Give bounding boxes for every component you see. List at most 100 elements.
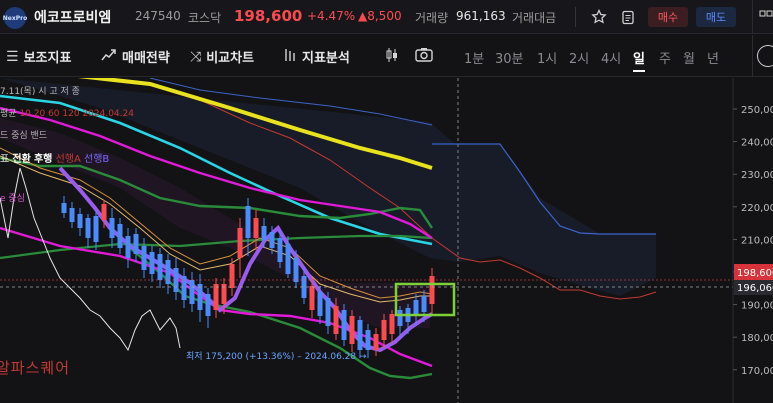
candle-body (101, 204, 107, 220)
candle-body (269, 232, 275, 248)
candle-body (237, 228, 243, 258)
bollinger-fill (0, 118, 430, 328)
senkou-b-upper-line (149, 78, 433, 126)
candle-body (253, 218, 259, 238)
candle-body (293, 258, 299, 282)
candle-body (221, 284, 227, 304)
indicator-button[interactable]: ☰ 보조지표 (6, 47, 72, 67)
ma-legend[interactable]: 평균 10 20 60 120 2024.04.24 (0, 106, 134, 119)
watermark-text: 알파스퀘어 (0, 359, 70, 377)
trade-strategy-label: 매매전략 (122, 51, 170, 66)
candle-body (333, 306, 339, 334)
envelope-legend[interactable]: e 중심 (0, 191, 25, 204)
svg-text:198,600: 198,600 (737, 268, 773, 279)
candle-body (181, 276, 187, 300)
indicator-label: 보조지표 (23, 51, 72, 66)
lagging-span-line (0, 167, 181, 352)
ichimoku-legend[interactable]: 표 전환 후행 선행A 선행B (0, 150, 109, 165)
active-timeframe-indicator (633, 70, 645, 72)
ichimoku-lagging-label: 후행 (33, 154, 53, 165)
change-rate: +4.47% (307, 9, 356, 23)
timeframe-day[interactable]: 일 (633, 52, 645, 67)
timeframe-week[interactable]: 주 (659, 52, 671, 67)
candle-body (421, 296, 427, 312)
timeframe-1min[interactable]: 1분 (464, 52, 485, 67)
trade-strategy-button[interactable]: 매매전략 (101, 47, 170, 66)
candle-body (317, 292, 323, 316)
candle-body (141, 246, 147, 270)
toolbar-divider (752, 35, 753, 77)
candle-body (109, 218, 115, 238)
candle-icon (384, 47, 400, 67)
ichimoku-lead-a-label: 선행A (55, 154, 81, 165)
price-axis-label: 220,000 (741, 203, 773, 214)
indicator-analysis-button[interactable]: 지표분석 (283, 47, 350, 66)
price-chart[interactable]: 250,000240,000230,000220,000210,000200,0… (0, 78, 773, 403)
grid-icon[interactable] (755, 6, 773, 28)
amount-label: 거래대금 (512, 11, 557, 25)
candle-type-button[interactable] (384, 47, 400, 67)
timeframe-2h[interactable]: 2시 (569, 52, 590, 67)
buy-button[interactable]: 매수 (648, 7, 688, 27)
price-axis-label: 180,000 (741, 333, 773, 344)
ohlc-legend: 7.11(목) 시 고 저 종 (0, 84, 80, 97)
stock-name[interactable]: 에코프로비엠 (34, 10, 112, 26)
timeframe-30min[interactable]: 30분 (495, 52, 524, 67)
envelope-legend-text: e 중심 (0, 194, 25, 204)
ichimoku-cloud (0, 78, 656, 296)
candle-body (325, 298, 331, 326)
ma-60-line (0, 94, 433, 246)
candle-body (213, 284, 219, 310)
candle-body (413, 300, 419, 316)
candle-body (365, 330, 371, 350)
shuffle-icon: ⤨ (190, 48, 202, 65)
candle-body (69, 208, 75, 222)
compare-chart-button[interactable]: ⤨ 비교차트 (190, 47, 254, 67)
candle-body (373, 334, 379, 350)
band-legend[interactable]: 드 중심 밴드 (0, 128, 47, 141)
stock-header: NexPro 에코프로비엠 247540 코스닥 198,600 +4.47% … (0, 0, 773, 34)
screenshot-button[interactable] (415, 47, 433, 66)
volume-label: 거래량 (415, 11, 449, 25)
clipboard-icon[interactable] (617, 6, 639, 28)
broker-logo: NexPro (3, 7, 27, 29)
price-axis-label: 230,000 (741, 170, 773, 181)
crosshair-price-tag: 196,060 (734, 280, 773, 295)
candle-body (157, 254, 163, 280)
stock-code: 247540 (135, 9, 181, 23)
menu-icon: ☰ (6, 48, 19, 65)
candle-body (117, 224, 123, 248)
chart-canvas[interactable]: 250,000240,000230,000220,000210,000200,0… (0, 78, 773, 403)
indicator-analysis-label: 지표분석 (302, 51, 350, 66)
header-divider (752, 0, 753, 34)
candle-body (301, 276, 307, 298)
ichimoku-legend-prefix: 표 (0, 154, 10, 165)
camera-icon (415, 47, 433, 66)
star-icon[interactable] (588, 6, 610, 28)
candle-body (285, 244, 291, 274)
candle-body (381, 320, 387, 340)
timeframe-year[interactable]: 년 (707, 52, 719, 67)
settings-icon[interactable] (757, 45, 773, 67)
timeframe-4h[interactable]: 4시 (601, 52, 622, 67)
candle-body (93, 216, 99, 242)
candle-body (125, 236, 131, 258)
current-price-tag: 198,600 (734, 264, 773, 280)
candle-body (429, 276, 435, 304)
price-axis-label: 210,000 (741, 235, 773, 246)
candle-body (261, 226, 267, 240)
price-axis-label: 250,000 (741, 105, 773, 116)
current-price: 198,600 (234, 7, 303, 25)
header-divider (575, 7, 576, 27)
senkou-span-a-line (199, 99, 657, 300)
ma-legend-prefix: 평균 (0, 109, 17, 119)
senkou-span-b-line (432, 143, 656, 235)
timeframe-month[interactable]: 월 (683, 52, 695, 67)
market-label: 코스닥 (188, 11, 222, 25)
timeframe-1h[interactable]: 1시 (537, 52, 558, 67)
candle-body (245, 206, 251, 238)
candle-body (189, 280, 195, 304)
candle-body (61, 203, 67, 213)
low-price-annotation: 최저 175,200 (+13.36%) – 2024.06.28 → (186, 351, 367, 362)
sell-button[interactable]: 매도 (696, 7, 736, 27)
